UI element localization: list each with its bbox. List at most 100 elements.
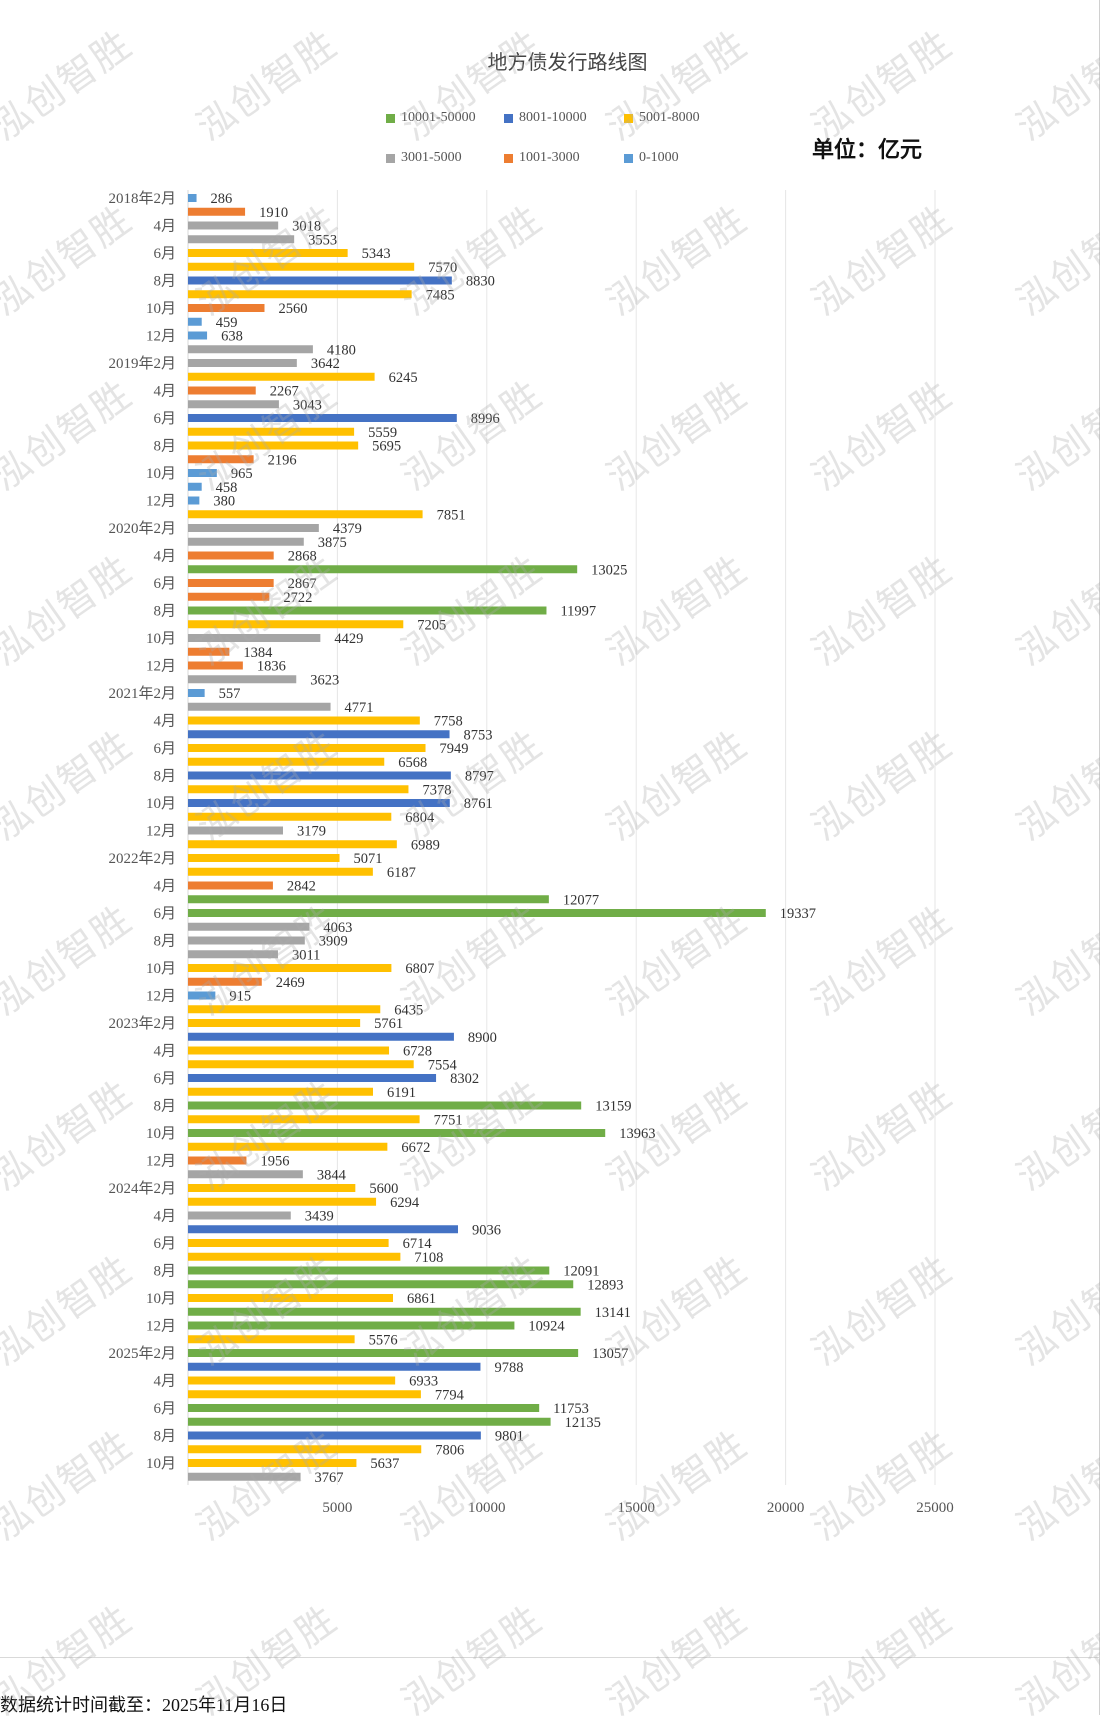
data-label: 6804 — [405, 810, 435, 826]
bar — [188, 386, 256, 395]
y-tick-label: 6月 — [153, 906, 176, 922]
bar — [188, 606, 547, 615]
bar — [188, 1197, 377, 1206]
bar — [188, 1239, 389, 1247]
bar — [188, 331, 208, 340]
bar — [188, 551, 274, 560]
data-label: 7751 — [434, 1112, 463, 1128]
y-tick-label: 2022年2月 — [108, 850, 176, 867]
bar — [188, 359, 297, 367]
bar — [188, 1170, 303, 1179]
bar — [188, 1019, 361, 1027]
y-tick-label: 8月 — [153, 934, 176, 950]
bar — [188, 702, 331, 711]
data-label: 5695 — [372, 439, 401, 455]
bar — [188, 207, 246, 216]
y-tick-label: 10月 — [146, 961, 176, 977]
y-tick-label: 4月 — [153, 549, 176, 565]
data-label: 13025 — [591, 562, 627, 578]
bar — [188, 1321, 515, 1330]
bar — [188, 854, 340, 862]
bar — [188, 909, 766, 917]
bar — [188, 1349, 579, 1357]
bar — [188, 1225, 458, 1234]
y-tick-label: 2019年2月 — [108, 355, 176, 372]
y-tick-label: 8月 — [153, 1099, 176, 1115]
bar — [188, 262, 415, 271]
data-label: 4180 — [327, 342, 356, 358]
bar — [188, 235, 295, 244]
data-label: 11753 — [553, 1401, 589, 1417]
data-label: 459 — [216, 315, 238, 331]
bar — [188, 867, 373, 876]
y-tick-label: 8月 — [153, 604, 176, 620]
y-tick-label: 8月 — [153, 439, 176, 455]
data-label: 9788 — [494, 1360, 523, 1376]
bar — [188, 1307, 581, 1316]
data-label: 3179 — [297, 824, 326, 840]
bar — [188, 620, 404, 629]
legend-label: 0-1000 — [639, 150, 679, 165]
data-label: 3767 — [315, 1470, 344, 1486]
bar — [188, 276, 452, 285]
bar — [188, 427, 355, 436]
bar — [188, 194, 197, 202]
data-label: 6861 — [407, 1291, 436, 1307]
bar — [188, 400, 279, 409]
bar — [188, 689, 205, 697]
data-label: 7108 — [414, 1250, 443, 1266]
data-label: 8830 — [466, 274, 495, 290]
bar — [188, 1445, 422, 1454]
bar — [188, 1459, 357, 1467]
legend-item: 3001-5000 — [386, 150, 462, 166]
data-label: 1956 — [260, 1154, 289, 1170]
bar — [188, 771, 451, 780]
data-label: 2196 — [268, 452, 297, 468]
bar — [188, 1129, 606, 1137]
y-tick-label: 12月 — [146, 989, 176, 1005]
bar — [188, 469, 217, 477]
bar — [188, 964, 392, 972]
data-label: 11997 — [560, 604, 596, 620]
legend-item: 8001-10000 — [504, 110, 587, 126]
x-tick-label: 10000 — [468, 1500, 506, 1516]
data-label: 8302 — [450, 1071, 479, 1087]
bar — [188, 1417, 551, 1426]
y-tick-label: 12月 — [146, 1319, 176, 1335]
data-label: 3909 — [319, 934, 348, 950]
bar — [188, 1280, 574, 1289]
data-label: 6294 — [390, 1195, 420, 1211]
data-label: 380 — [213, 494, 235, 510]
data-label: 5343 — [362, 246, 391, 262]
bar — [188, 1005, 381, 1014]
y-tick-label: 8月 — [153, 274, 176, 290]
data-label: 6187 — [387, 865, 416, 881]
bar — [188, 1294, 394, 1302]
bar — [188, 991, 216, 1000]
y-tick-label: 6月 — [153, 1071, 176, 1087]
y-tick-label: 4月 — [153, 1044, 176, 1060]
data-label: 6568 — [398, 755, 427, 771]
legend-label: 5001-8000 — [639, 110, 700, 125]
legend-label: 10001-50000 — [401, 110, 476, 125]
bar — [188, 812, 392, 821]
data-label: 6933 — [409, 1374, 438, 1390]
bar — [188, 510, 423, 519]
bar — [188, 414, 457, 422]
data-label: 8900 — [468, 1030, 497, 1046]
bar — [188, 1404, 540, 1412]
data-label: 286 — [211, 191, 233, 207]
y-tick-label: 12月 — [146, 824, 176, 840]
y-tick-label: 4月 — [153, 879, 176, 895]
legend-swatch — [386, 153, 395, 163]
data-label: 7570 — [428, 260, 457, 276]
bar — [188, 922, 310, 931]
data-label: 1910 — [259, 205, 288, 221]
y-tick-label: 8月 — [153, 769, 176, 785]
data-label: 557 — [219, 686, 241, 702]
data-label: 12091 — [563, 1264, 599, 1280]
y-tick-label: 6月 — [153, 1236, 176, 1252]
bar — [188, 661, 243, 670]
bar — [188, 826, 283, 835]
y-tick-label: 12月 — [146, 659, 176, 675]
